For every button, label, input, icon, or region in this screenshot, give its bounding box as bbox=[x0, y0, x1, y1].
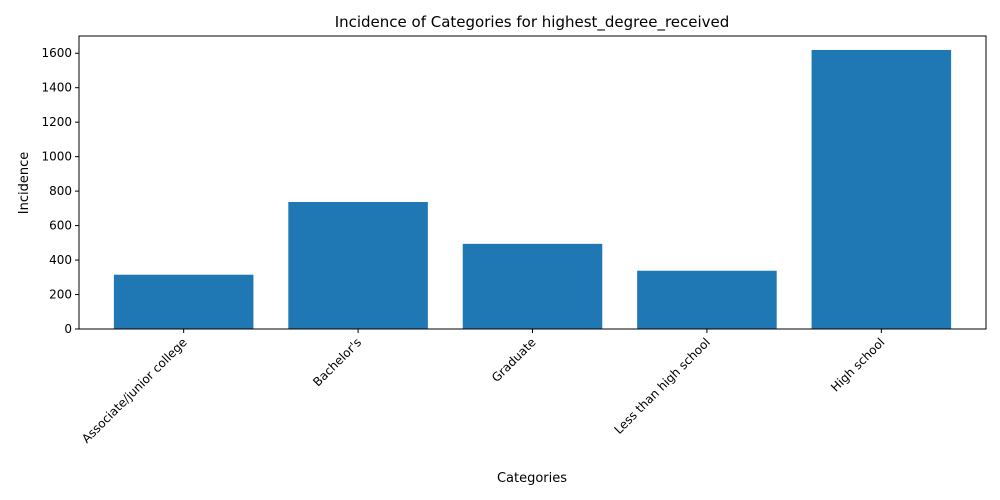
bar-1 bbox=[113, 274, 254, 329]
plot-frame bbox=[78, 35, 987, 330]
y-tick-label: 0 bbox=[64, 322, 72, 336]
y-axis: 0 200 400 600 800 1000 1200 1400 1600 bbox=[41, 46, 79, 336]
bar-3 bbox=[462, 243, 603, 329]
y-axis-label: Incidence bbox=[17, 152, 32, 214]
x-axis-label: Categories bbox=[497, 471, 567, 486]
y-tick-label: 1400 bbox=[41, 81, 72, 95]
y-tick-label: 1000 bbox=[41, 150, 72, 164]
y-tick-label: 1600 bbox=[41, 46, 72, 60]
bar-4 bbox=[637, 270, 777, 329]
x-tick-label: Bachelor's bbox=[310, 335, 364, 389]
y-tick-label: 800 bbox=[49, 184, 72, 198]
y-tick-label: 1200 bbox=[41, 115, 72, 129]
y-tick-label: 600 bbox=[49, 219, 72, 233]
bars-group bbox=[113, 49, 952, 330]
x-tick-label: High school bbox=[828, 335, 887, 394]
y-tick-label: 200 bbox=[49, 288, 72, 302]
x-tick-label: Associate/junior college bbox=[79, 335, 190, 446]
chart-title: Incidence of Categories for highest_degr… bbox=[335, 13, 730, 32]
bar-2 bbox=[288, 201, 428, 329]
bar-5 bbox=[811, 49, 952, 330]
x-axis: Associate/junior college Bachelor's Gradua… bbox=[79, 329, 887, 446]
x-tick-label: Graduate bbox=[489, 335, 539, 385]
x-tick-label: Less than high school bbox=[611, 335, 713, 437]
y-tick-label: 400 bbox=[49, 253, 72, 267]
